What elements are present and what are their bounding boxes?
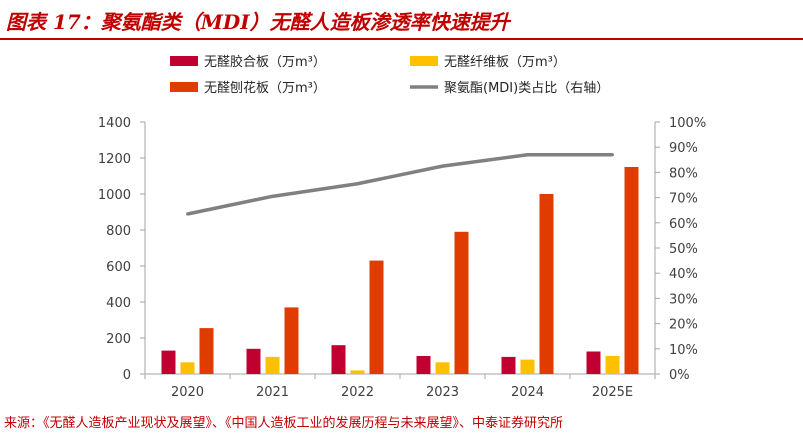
right-tick-label: 10% bbox=[669, 343, 698, 358]
right-tick-label: 100% bbox=[669, 116, 706, 131]
left-tick-label: 800 bbox=[106, 224, 131, 239]
bar bbox=[180, 362, 195, 374]
bar bbox=[520, 359, 535, 374]
legend-label: 聚氨酯(MDI)类占比（右轴） bbox=[444, 81, 609, 96]
bar bbox=[369, 260, 384, 374]
chart: 无醛胶合板（万m³） 无醛纤维板（万m³） 无醛刨花板（万m³） 聚氨酯(MDI)类占… bbox=[98, 54, 706, 400]
bar bbox=[501, 356, 516, 374]
left-tick-label: 200 bbox=[106, 332, 131, 347]
bar bbox=[454, 231, 469, 374]
legend-label: 无醛胶合板（万m³） bbox=[204, 54, 326, 70]
left-tick-label: 0 bbox=[123, 368, 131, 383]
source-note: 来源：《无醛人造板产业现状及展望》、《中国人造板工业的发展历程与未来展望》、中泰… bbox=[4, 416, 564, 431]
bar bbox=[350, 370, 365, 374]
bars bbox=[161, 167, 639, 374]
right-tick-label: 40% bbox=[669, 267, 698, 282]
series-line bbox=[187, 153, 613, 216]
line-series bbox=[186, 153, 614, 216]
legend-label: 无醛纤维板（万m³） bbox=[444, 54, 566, 70]
legend-swatch bbox=[170, 82, 198, 92]
title-bar: 图表 17：聚氨酯类（MDI）无醛人造板渗透率快速提升 bbox=[0, 0, 803, 40]
left-tick-label: 1400 bbox=[98, 116, 131, 131]
right-tick-label: 50% bbox=[669, 242, 698, 257]
x-tick-label: 2021 bbox=[256, 385, 289, 400]
bar bbox=[246, 348, 261, 374]
axes: 0 200 400 600 800 1000 1200 1400 0% 10% 20% 30% 40% 5… bbox=[98, 116, 706, 400]
bar bbox=[605, 356, 620, 374]
line-point bbox=[611, 153, 614, 157]
line-point bbox=[356, 182, 359, 186]
bar bbox=[284, 307, 299, 374]
right-tick-label: 0% bbox=[669, 368, 690, 383]
right-tick-label: 60% bbox=[669, 217, 698, 232]
left-tick-label: 600 bbox=[106, 260, 131, 275]
left-tick-label: 400 bbox=[106, 296, 131, 311]
bar bbox=[416, 356, 431, 374]
bar bbox=[161, 350, 176, 374]
right-tick-label: 80% bbox=[669, 166, 698, 181]
x-tick-label: 2023 bbox=[426, 385, 459, 400]
right-tick-label: 70% bbox=[669, 192, 698, 207]
line-point bbox=[441, 164, 444, 168]
legend-label: 无醛刨花板（万m³） bbox=[204, 80, 326, 96]
left-tick-label: 1200 bbox=[98, 152, 131, 167]
bar bbox=[624, 167, 639, 374]
x-tick-label: 2022 bbox=[341, 385, 374, 400]
bar bbox=[199, 328, 214, 374]
legend-swatch bbox=[410, 56, 438, 66]
bar bbox=[435, 362, 450, 374]
line-point bbox=[526, 153, 529, 157]
legend-swatch bbox=[170, 56, 198, 66]
x-tick-label: 2025E bbox=[592, 385, 633, 400]
bar bbox=[586, 351, 601, 374]
bar bbox=[265, 356, 280, 374]
line-point bbox=[271, 194, 274, 198]
left-tick-label: 1000 bbox=[98, 188, 131, 203]
right-tick-label: 20% bbox=[669, 318, 698, 333]
figure-title: 图表 17：聚氨酯类（MDI）无醛人造板渗透率快速提升 bbox=[6, 10, 510, 34]
bar bbox=[331, 345, 346, 374]
bar bbox=[539, 194, 554, 374]
right-tick-label: 90% bbox=[669, 141, 698, 156]
line-point bbox=[186, 212, 189, 216]
x-tick-label: 2020 bbox=[171, 385, 204, 400]
right-tick-label: 30% bbox=[669, 292, 698, 307]
x-tick-label: 2024 bbox=[511, 385, 544, 400]
legend: 无醛胶合板（万m³） 无醛纤维板（万m³） 无醛刨花板（万m³） 聚氨酯(MDI)类占… bbox=[170, 54, 609, 96]
